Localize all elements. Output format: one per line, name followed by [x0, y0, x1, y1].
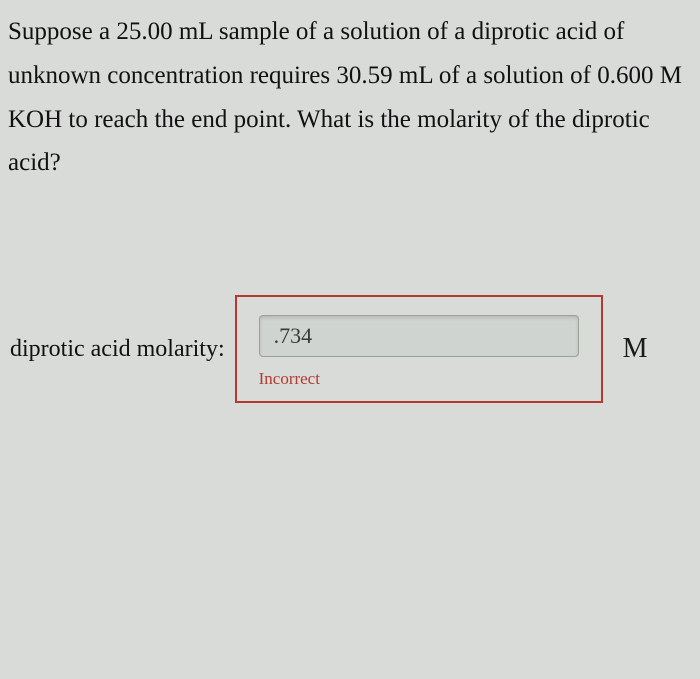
unit-label: M [623, 333, 648, 365]
page-container: Suppose a 25.00 mL sample of a solution … [0, 0, 700, 417]
answer-row: diprotic acid molarity: Incorrect M [8, 295, 686, 403]
question-text: Suppose a 25.00 mL sample of a solution … [8, 10, 686, 185]
answer-label: diprotic acid molarity: [10, 336, 225, 363]
molarity-input[interactable] [259, 315, 579, 357]
feedback-text: Incorrect [259, 369, 320, 389]
answer-input-wrap: Incorrect [235, 295, 603, 403]
